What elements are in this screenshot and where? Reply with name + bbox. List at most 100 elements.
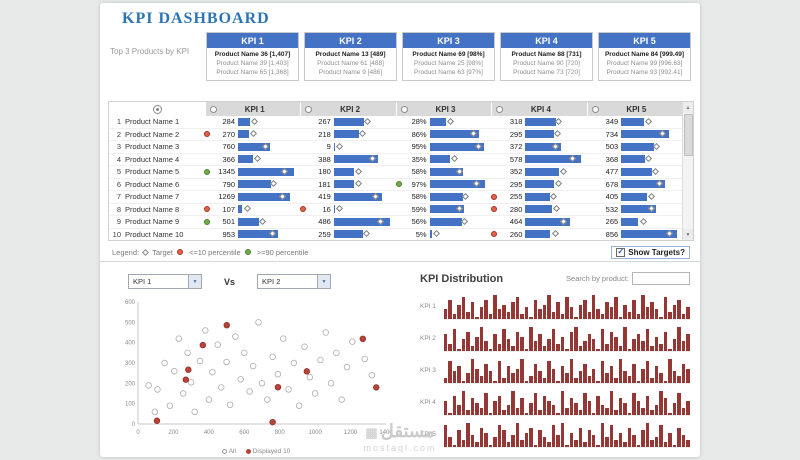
histogram-bar bbox=[461, 391, 466, 415]
all-marker-icon bbox=[221, 448, 227, 454]
kpi-bar-track bbox=[333, 192, 390, 201]
kpi-bar-track bbox=[238, 117, 294, 126]
histogram-bar bbox=[663, 442, 668, 447]
histogram-bar bbox=[578, 346, 583, 351]
kpi-select-left[interactable]: KPI 1 ▼ bbox=[128, 274, 202, 289]
table-row[interactable]: 7 Product Name 7 1269 419 58% 255 405 bbox=[109, 191, 682, 204]
scroll-down-icon[interactable]: ▼ bbox=[683, 229, 693, 240]
axis-tick-label: 0 bbox=[132, 422, 136, 428]
table-row[interactable]: 1 Product Name 1 284 267 28% 318 349 bbox=[109, 116, 682, 129]
histogram-bar bbox=[475, 368, 479, 383]
table-row[interactable]: 6 Product Name 6 790 181 97% 295 678 bbox=[109, 179, 682, 191]
top3-label: Top 3 Products by KPI bbox=[110, 47, 190, 56]
histogram-bar bbox=[574, 378, 578, 383]
kpi-value: 856 bbox=[605, 229, 619, 239]
scroll-up-icon[interactable]: ▲ bbox=[683, 102, 693, 113]
product-name: Product Name 3 bbox=[125, 142, 180, 152]
histogram-bar bbox=[461, 439, 466, 447]
kpi-value: 260 bbox=[509, 229, 523, 239]
kpi-column-header[interactable]: KPI 4 bbox=[492, 102, 587, 116]
product-name: Product Name 8 bbox=[125, 204, 180, 214]
show-targets-checkbox[interactable]: ✓ Show Targets? bbox=[611, 245, 690, 259]
percentile-dot-empty bbox=[396, 231, 402, 237]
scatter-point-displayed bbox=[223, 321, 230, 329]
select-all-radio-icon[interactable] bbox=[152, 104, 162, 114]
target-marker-icon bbox=[462, 192, 470, 200]
product-name: Product Name 2 bbox=[125, 129, 180, 139]
table-row[interactable]: 4 Product Name 4 366 388 35% 578 368 bbox=[109, 154, 682, 166]
histogram-bar bbox=[574, 439, 578, 447]
histogram-bar bbox=[466, 331, 470, 351]
kpi-bar-track bbox=[238, 130, 294, 139]
kpi-column-header[interactable]: KPI 2 bbox=[301, 102, 396, 116]
scatter-point-all bbox=[166, 402, 174, 409]
histogram-bar bbox=[515, 331, 520, 351]
histogram-bar bbox=[497, 395, 502, 415]
percentile-dot-empty bbox=[204, 144, 210, 150]
scatter-point-all bbox=[246, 388, 253, 395]
kpi-value: 5% bbox=[415, 229, 427, 239]
histogram-bar bbox=[448, 299, 452, 319]
kpi-radio-button[interactable] bbox=[496, 105, 504, 113]
kpi-cell: 368 bbox=[586, 155, 682, 164]
kpi-bar bbox=[238, 117, 250, 126]
histogram-bar bbox=[672, 304, 677, 319]
histogram-bar bbox=[609, 391, 614, 415]
kpi-cell: 318 bbox=[490, 117, 586, 126]
kpi-column-header[interactable]: KPI 5 bbox=[587, 102, 683, 116]
kpi-radio-button[interactable] bbox=[591, 105, 599, 113]
histogram-bar bbox=[636, 400, 641, 415]
table-row[interactable]: 5 Product Name 5 1345 180 58% 352 477 bbox=[109, 166, 682, 179]
table-row[interactable]: 8 Product Name 8 107 16 59% 280 532 bbox=[109, 204, 682, 216]
histogram-bar bbox=[506, 442, 511, 447]
kpi-bar-track bbox=[621, 167, 677, 176]
scatter-point-all bbox=[179, 390, 187, 397]
kpi-bar bbox=[238, 155, 254, 164]
histogram-bar bbox=[677, 327, 681, 351]
kpi-cell: 260 bbox=[490, 230, 586, 239]
target-marker-icon bbox=[354, 167, 362, 175]
histogram-bar bbox=[650, 302, 654, 319]
table-row[interactable]: 10 Product Name 10 953 259 5% 260 856 bbox=[109, 229, 682, 241]
histogram-bar bbox=[466, 373, 470, 383]
histogram-bar bbox=[609, 331, 614, 351]
target-marker-icon bbox=[553, 130, 561, 138]
kpi-radio-button[interactable] bbox=[210, 105, 217, 113]
histogram-bar bbox=[569, 307, 574, 319]
kpi-radio-button[interactable] bbox=[305, 105, 313, 113]
table-row[interactable]: 3 Product Name 3 760 9 95% 372 503 bbox=[109, 141, 682, 154]
kpi-cell: 56% bbox=[395, 217, 491, 226]
kpi-column-header[interactable]: KPI 1 bbox=[206, 102, 301, 116]
scrollbar-thumb[interactable] bbox=[683, 114, 693, 156]
kpi-value: 318 bbox=[509, 117, 523, 127]
kpi-bar-track bbox=[525, 192, 581, 201]
kpi-radio-button[interactable] bbox=[400, 105, 408, 113]
kpi-bar-track bbox=[333, 130, 390, 139]
histogram-bar bbox=[551, 368, 556, 383]
scatter-point-all bbox=[280, 335, 287, 342]
histogram-bar bbox=[538, 430, 542, 447]
table-row[interactable]: 2 Product Name 2 270 218 86% 295 734 bbox=[109, 129, 682, 141]
scatter-point-all bbox=[249, 362, 257, 370]
kpi-bar bbox=[621, 205, 656, 214]
target-marker-icon bbox=[336, 205, 344, 213]
chevron-down-icon[interactable]: ▼ bbox=[188, 275, 201, 288]
kpi-column-header[interactable]: KPI 3 bbox=[396, 102, 492, 116]
kpi-select-right[interactable]: KPI 2 ▼ bbox=[257, 274, 332, 289]
kpi-bar bbox=[238, 205, 243, 214]
kpi-cell: 1345 bbox=[203, 167, 299, 176]
product-search-input[interactable] bbox=[632, 272, 690, 285]
table-row[interactable]: 9 Product Name 9 501 486 56% 464 265 bbox=[109, 216, 682, 229]
histogram-bar bbox=[645, 395, 650, 415]
kpi-value: 270 bbox=[222, 129, 235, 139]
kpi-bar-track bbox=[333, 167, 390, 176]
kpi-value: 368 bbox=[605, 154, 619, 164]
kpi-cell: 58% bbox=[395, 167, 491, 176]
histogram-bar bbox=[583, 442, 587, 447]
histogram-bar bbox=[538, 410, 542, 415]
chevron-down-icon[interactable]: ▼ bbox=[317, 275, 331, 288]
row-number: 9 bbox=[116, 217, 121, 227]
histogram-bar bbox=[448, 361, 452, 383]
table-scrollbar[interactable]: ▲ ▼ bbox=[682, 102, 693, 240]
histogram-bar bbox=[596, 444, 600, 447]
